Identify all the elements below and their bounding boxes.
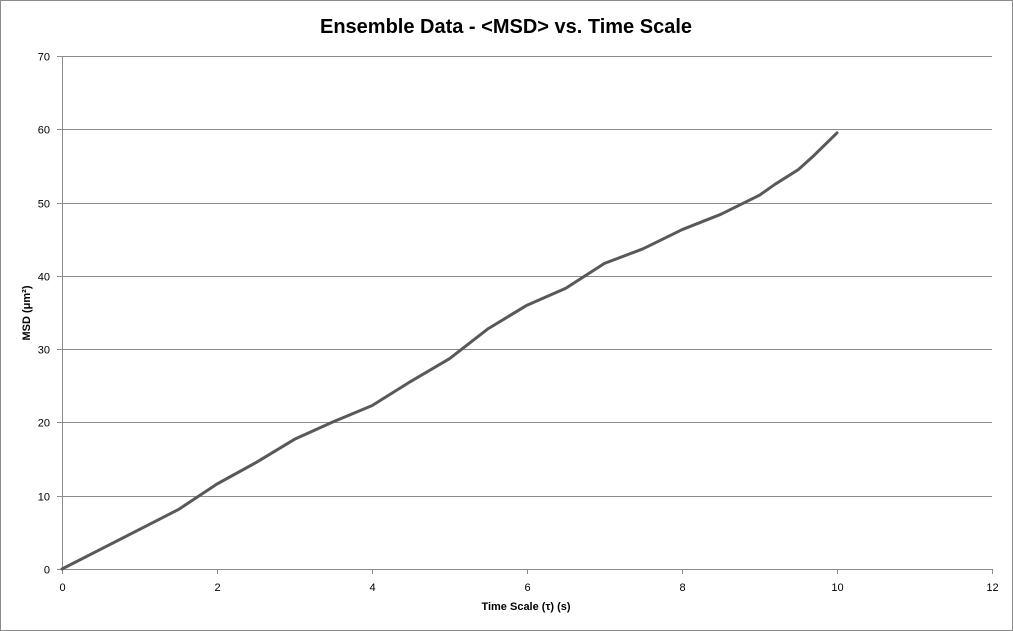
y-tick-label: 0	[44, 565, 50, 577]
x-tick-label: 2	[214, 582, 220, 594]
chart-title: Ensemble Data - <MSD> vs. Time Scale	[320, 16, 692, 38]
y-tick-label: 50	[38, 199, 50, 211]
x-tick-label: 4	[369, 582, 375, 594]
x-tick-label: 12	[986, 582, 998, 594]
y-axis-label: MSD (μm²)	[21, 285, 33, 340]
y-tick-label: 70	[38, 52, 50, 64]
x-tick-label: 8	[679, 582, 685, 594]
x-tick-label: 6	[524, 582, 530, 594]
y-tick-label: 10	[38, 492, 50, 504]
y-tick-label: 20	[38, 418, 50, 430]
x-axis-label: Time Scale (τ) (s)	[481, 601, 570, 613]
y-tick-label: 60	[38, 125, 50, 137]
y-tick-label: 30	[38, 345, 50, 357]
x-tick-label: 0	[59, 582, 65, 594]
gridlines	[62, 56, 992, 497]
x-tick-label: 10	[831, 582, 843, 594]
y-tick-labels: 0 10 20 30 40 50 60 70	[38, 52, 50, 577]
axes	[57, 56, 993, 574]
x-tick-labels: 0 2 4 6 8 10 12	[59, 582, 998, 594]
series-line	[60, 131, 839, 571]
y-tick-label: 40	[38, 272, 50, 284]
